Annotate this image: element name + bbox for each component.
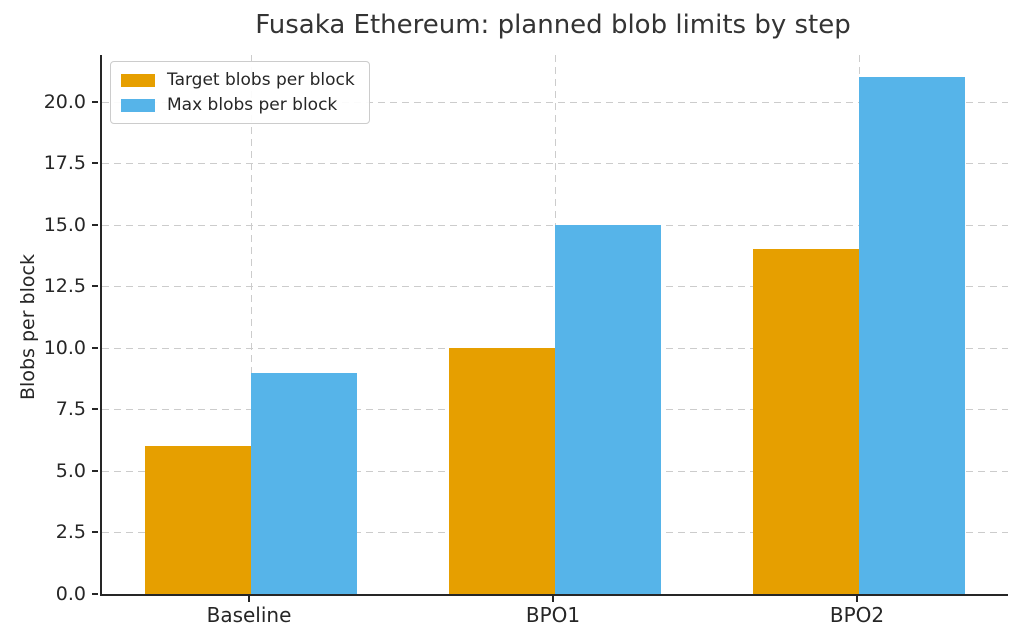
bar-bpo1-max	[555, 224, 661, 594]
y-axis-label: Blobs per block	[17, 254, 39, 400]
bar-baseline-max	[251, 372, 357, 594]
gridline-vertical	[250, 55, 252, 594]
y-tick-mark	[92, 531, 98, 534]
y-tick-mark	[92, 100, 98, 103]
x-tick-label-bpo2: BPO2	[829, 603, 885, 627]
legend-item-max-blobs-per-block: Max blobs per block	[121, 95, 355, 115]
x-tick-mark	[552, 596, 554, 602]
y-tick-mark	[92, 469, 98, 472]
legend-item-target-blobs-per-block: Target blobs per block	[121, 70, 355, 90]
x-tick-label-baseline: Baseline	[206, 603, 292, 627]
y-tick-mark	[92, 285, 98, 288]
legend: Target blobs per block Max blobs per bloc…	[110, 61, 370, 124]
y-tick-mark	[92, 408, 98, 411]
y-tick-mark	[92, 223, 98, 226]
bar-bpo2-max	[859, 77, 965, 594]
y-tick-label: 5.0	[55, 459, 86, 482]
y-tick-label: 7.5	[55, 398, 86, 421]
chart-title: Fusaka Ethereum: planned blob limits by …	[255, 10, 851, 40]
legend-swatch	[121, 73, 155, 87]
x-tick-mark	[248, 596, 250, 602]
y-tick-label: 12.5	[43, 275, 86, 298]
x-tick-label-bpo1: BPO1	[525, 603, 581, 627]
legend-label: Target blobs per block	[167, 70, 355, 90]
plot-area	[100, 55, 1008, 596]
y-tick-label: 2.5	[55, 521, 86, 544]
y-tick-mark	[92, 593, 98, 595]
y-tick-label: 20.0	[43, 90, 86, 113]
bar-bpo1-target	[449, 347, 555, 594]
y-tick-label: 10.0	[43, 336, 86, 359]
legend-label: Max blobs per block	[167, 95, 338, 115]
bar-bpo2-target	[753, 249, 859, 594]
y-tick-label: 0.0	[55, 583, 86, 605]
y-tick-mark	[92, 162, 98, 165]
y-tick-mark	[92, 346, 98, 349]
y-tick-label: 15.0	[43, 213, 86, 236]
bar-baseline-target	[145, 446, 251, 594]
x-tick-mark	[856, 596, 858, 602]
y-tick-label: 17.5	[43, 152, 86, 175]
legend-swatch	[121, 98, 155, 112]
